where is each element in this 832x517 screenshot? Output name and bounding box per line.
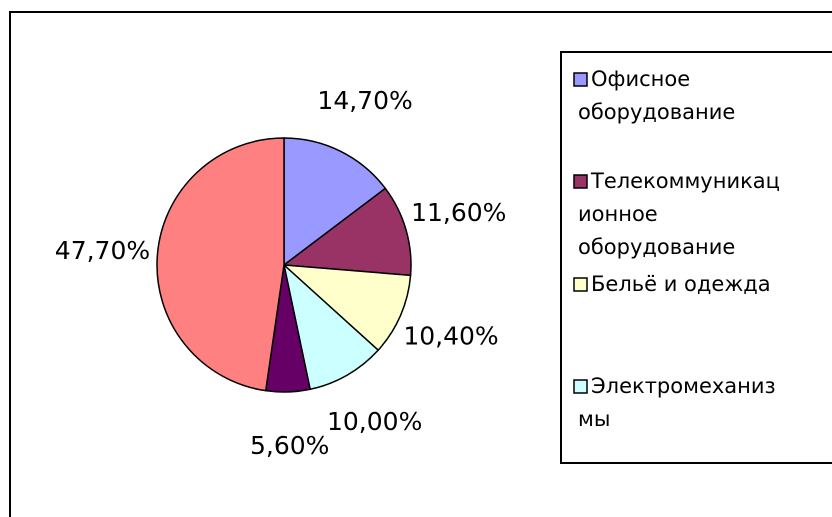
data-label: 11,60% <box>411 198 506 227</box>
data-label: 5,60% <box>250 431 329 460</box>
data-label: 10,40% <box>403 321 498 350</box>
pie-slice <box>156 137 285 392</box>
legend-label: Бельё и одежда <box>591 272 771 296</box>
pie-slice <box>281 264 412 352</box>
data-label: 10,00% <box>327 407 422 436</box>
data-label: 47,70% <box>55 236 150 265</box>
data-label: 14,70% <box>317 86 412 115</box>
legend-swatch <box>573 174 588 189</box>
legend-label: Офисное оборудование <box>578 67 735 124</box>
pie-slice <box>283 137 387 267</box>
legend-box <box>560 51 832 464</box>
pie-slice <box>281 187 412 277</box>
legend-label: Телекоммуникац ионное оборудование <box>578 169 780 259</box>
legend-label: Электромеханиз мы <box>578 374 776 431</box>
pie-slice <box>282 262 380 391</box>
legend-swatch <box>573 277 588 292</box>
legend-swatch <box>573 379 588 394</box>
legend-swatch <box>573 72 588 87</box>
